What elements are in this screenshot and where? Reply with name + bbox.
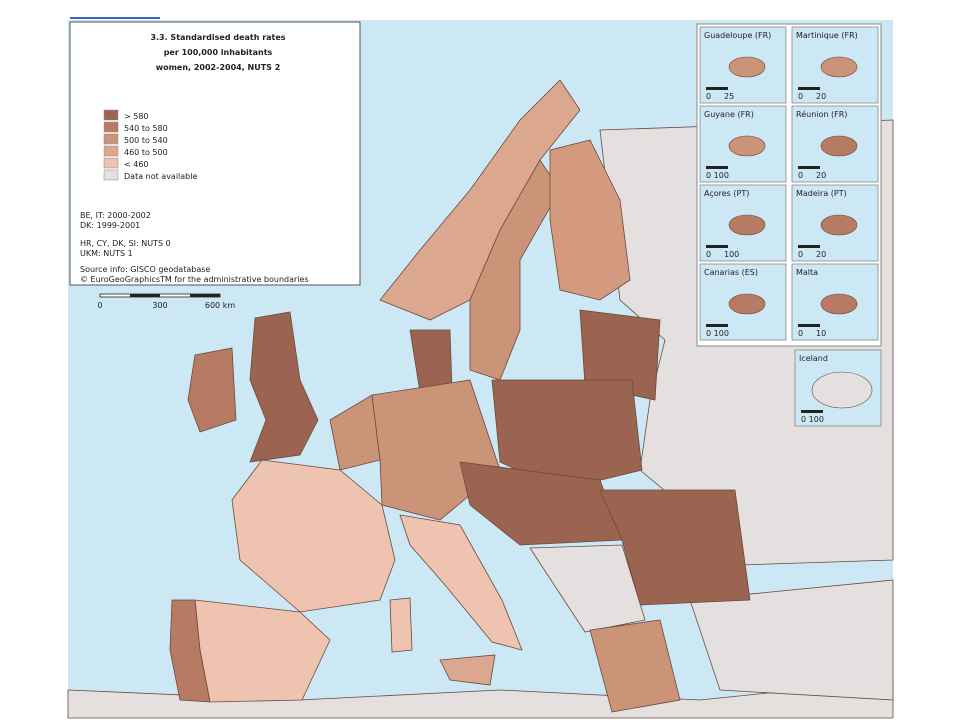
scale-label: 300 bbox=[152, 301, 167, 310]
france bbox=[231, 459, 396, 613]
inset-land bbox=[820, 214, 858, 236]
ireland bbox=[187, 347, 237, 433]
inset-scale-label: 10 bbox=[816, 329, 826, 338]
inset-scale-bar bbox=[798, 166, 820, 169]
legend-swatch bbox=[103, 121, 119, 133]
inset-title: Madeira (PT) bbox=[796, 189, 847, 198]
inset-scale-label: 0 100 bbox=[706, 329, 729, 338]
legend-swatch bbox=[103, 133, 119, 145]
inset-land bbox=[820, 135, 858, 157]
inset-scale-bar bbox=[798, 245, 820, 248]
inset-scale-label: 100 bbox=[724, 250, 739, 259]
inset-land bbox=[811, 371, 873, 409]
inset-scale-bar bbox=[801, 410, 823, 413]
scale-bar-fill bbox=[130, 294, 160, 297]
poland bbox=[491, 379, 643, 491]
inset-scale-bar bbox=[706, 87, 728, 90]
sweden bbox=[469, 159, 561, 381]
greece bbox=[589, 619, 681, 713]
inset-scale-bar bbox=[706, 166, 728, 169]
inset-scale-label: 20 bbox=[816, 171, 826, 180]
legend-label: 540 to 580 bbox=[124, 124, 168, 133]
inset-title: Réunion (FR) bbox=[796, 109, 847, 119]
scale-label: 0 bbox=[97, 301, 102, 310]
inset-scale-label: 0 bbox=[706, 92, 711, 101]
inset-land bbox=[820, 56, 858, 78]
norway bbox=[379, 79, 581, 321]
legend-swatch bbox=[103, 145, 119, 157]
western-balkans bbox=[529, 544, 646, 633]
scale-bar-fill bbox=[190, 294, 220, 297]
turkey bbox=[689, 579, 894, 701]
inset-title: Guadeloupe (FR) bbox=[704, 31, 771, 40]
legend-swatch bbox=[103, 109, 119, 121]
note: UKM: NUTS 1 bbox=[80, 249, 133, 258]
scale-label: 600 km bbox=[205, 301, 235, 310]
inset-scale-label: 0 bbox=[706, 250, 711, 259]
inset-scale-bar bbox=[798, 324, 820, 327]
portugal bbox=[169, 599, 211, 703]
inset-title: Guyane (FR) bbox=[704, 110, 754, 119]
inset-scale-label: 20 bbox=[816, 92, 826, 101]
insets: Guadeloupe (FR) 0 25 Martinique (FR) 0 20 Guya… bbox=[696, 23, 882, 427]
europe-map bbox=[67, 79, 894, 719]
legend-label: > 580 bbox=[124, 112, 149, 121]
inset-land bbox=[728, 293, 766, 315]
legend-box bbox=[69, 21, 361, 286]
source: Source info: GISCO geodatabase bbox=[80, 265, 210, 274]
italy bbox=[399, 514, 523, 651]
inset-scale-label: 0 100 bbox=[801, 415, 824, 424]
inset-scale-label: 20 bbox=[816, 250, 826, 259]
inset-scale-label: 25 bbox=[724, 92, 734, 101]
map-title: women, 2002-2004, NUTS 2 bbox=[156, 63, 281, 72]
inset-scale-bar bbox=[706, 245, 728, 248]
source: © EuroGeoGraphicsTM for the administrati… bbox=[80, 275, 309, 284]
legend-label: 500 to 540 bbox=[124, 136, 168, 145]
inset-title: Iceland bbox=[799, 354, 828, 363]
legend-label: Data not available bbox=[124, 172, 197, 181]
inset-scale-label: 0 bbox=[798, 171, 803, 180]
sicily bbox=[439, 654, 496, 686]
note: HR, CY, DK, SI: NUTS 0 bbox=[80, 239, 171, 248]
sardinia bbox=[389, 597, 413, 653]
inset-land bbox=[728, 214, 766, 236]
inset-title: Malta bbox=[796, 268, 818, 277]
inset-land bbox=[728, 56, 766, 78]
inset-scale-label: 0 bbox=[798, 250, 803, 259]
legend: 3.3. Standardised death rates per 100,000… bbox=[80, 33, 309, 310]
inset-scale-label: 0 100 bbox=[706, 171, 729, 180]
inset-scale-label: 0 bbox=[798, 329, 803, 338]
note: BE, IT: 2000-2002 bbox=[80, 211, 151, 220]
romania-bulgaria bbox=[599, 489, 751, 606]
inset-scale-label: 0 bbox=[798, 92, 803, 101]
baltics bbox=[579, 309, 661, 401]
legend-swatch bbox=[103, 157, 119, 169]
inset-land bbox=[728, 135, 766, 157]
legend-swatch bbox=[103, 169, 119, 181]
central-europe bbox=[459, 461, 623, 546]
inset-land bbox=[820, 293, 858, 315]
legend-label: < 460 bbox=[124, 160, 149, 169]
legend-label: 460 to 500 bbox=[124, 148, 168, 157]
inset-title: Açores (PT) bbox=[704, 189, 749, 198]
great-britain bbox=[249, 311, 319, 463]
note: DK: 1999-2001 bbox=[80, 221, 140, 230]
inset-title: Martinique (FR) bbox=[796, 31, 858, 40]
inset-title: Canarias (ES) bbox=[704, 268, 758, 277]
map-title: per 100,000 inhabitants bbox=[164, 48, 273, 57]
map-title: 3.3. Standardised death rates bbox=[150, 33, 285, 42]
inset-scale-bar bbox=[706, 324, 728, 327]
finland bbox=[549, 139, 631, 301]
inset-scale-bar bbox=[798, 87, 820, 90]
